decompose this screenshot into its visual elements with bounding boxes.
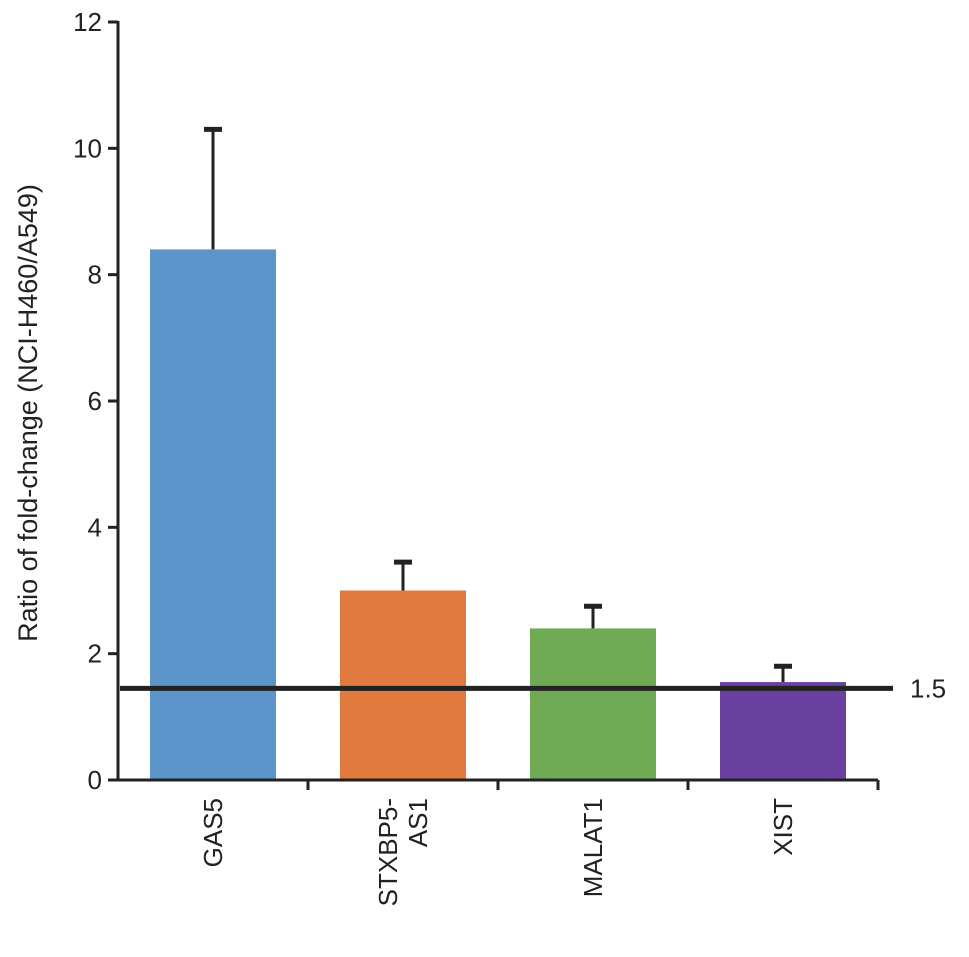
reference-line-label: 1.5	[910, 673, 946, 703]
y-tick-label: 2	[88, 639, 102, 669]
x-category-label: GAS5	[198, 798, 228, 867]
error-bars	[204, 126, 792, 683]
bar	[340, 590, 466, 780]
x-category-label: XIST	[768, 798, 798, 856]
y-axis-title: Ratio of fold-change (NCI-H460/A549)	[13, 184, 43, 642]
reference-line-group: 1.5	[120, 673, 946, 703]
x-category-label: AS1	[403, 798, 433, 847]
bar	[530, 628, 656, 780]
x-category-label: MALAT1	[578, 798, 608, 897]
bar	[720, 682, 846, 780]
bars	[150, 249, 846, 780]
y-tick-label: 8	[88, 260, 102, 290]
x-category-label: STXBP5-	[373, 798, 403, 906]
y-tick-label: 6	[88, 386, 102, 416]
y-tick-label: 12	[73, 7, 102, 37]
y-tick-label: 4	[88, 512, 102, 542]
y-axis: 0 2 4 6 8 10 12	[73, 7, 120, 795]
x-axis: GAS5 STXBP5- AS1 MALAT1 XIST	[117, 778, 880, 906]
y-tick-label: 0	[88, 765, 102, 795]
bar	[150, 249, 276, 780]
y-tick-label: 10	[73, 133, 102, 163]
